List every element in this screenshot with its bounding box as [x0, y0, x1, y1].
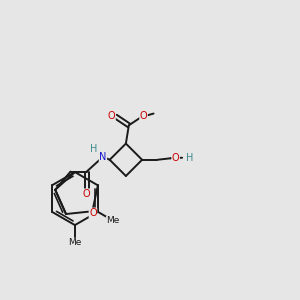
- Text: H: H: [186, 153, 194, 163]
- Text: H: H: [90, 145, 97, 154]
- Text: O: O: [140, 112, 147, 122]
- Text: Me: Me: [106, 216, 120, 225]
- Text: Me: Me: [68, 238, 82, 247]
- Text: O: O: [83, 189, 91, 199]
- Text: O: O: [172, 153, 179, 163]
- Text: O: O: [89, 208, 97, 218]
- Text: N: N: [99, 152, 106, 162]
- Text: O: O: [108, 111, 115, 121]
